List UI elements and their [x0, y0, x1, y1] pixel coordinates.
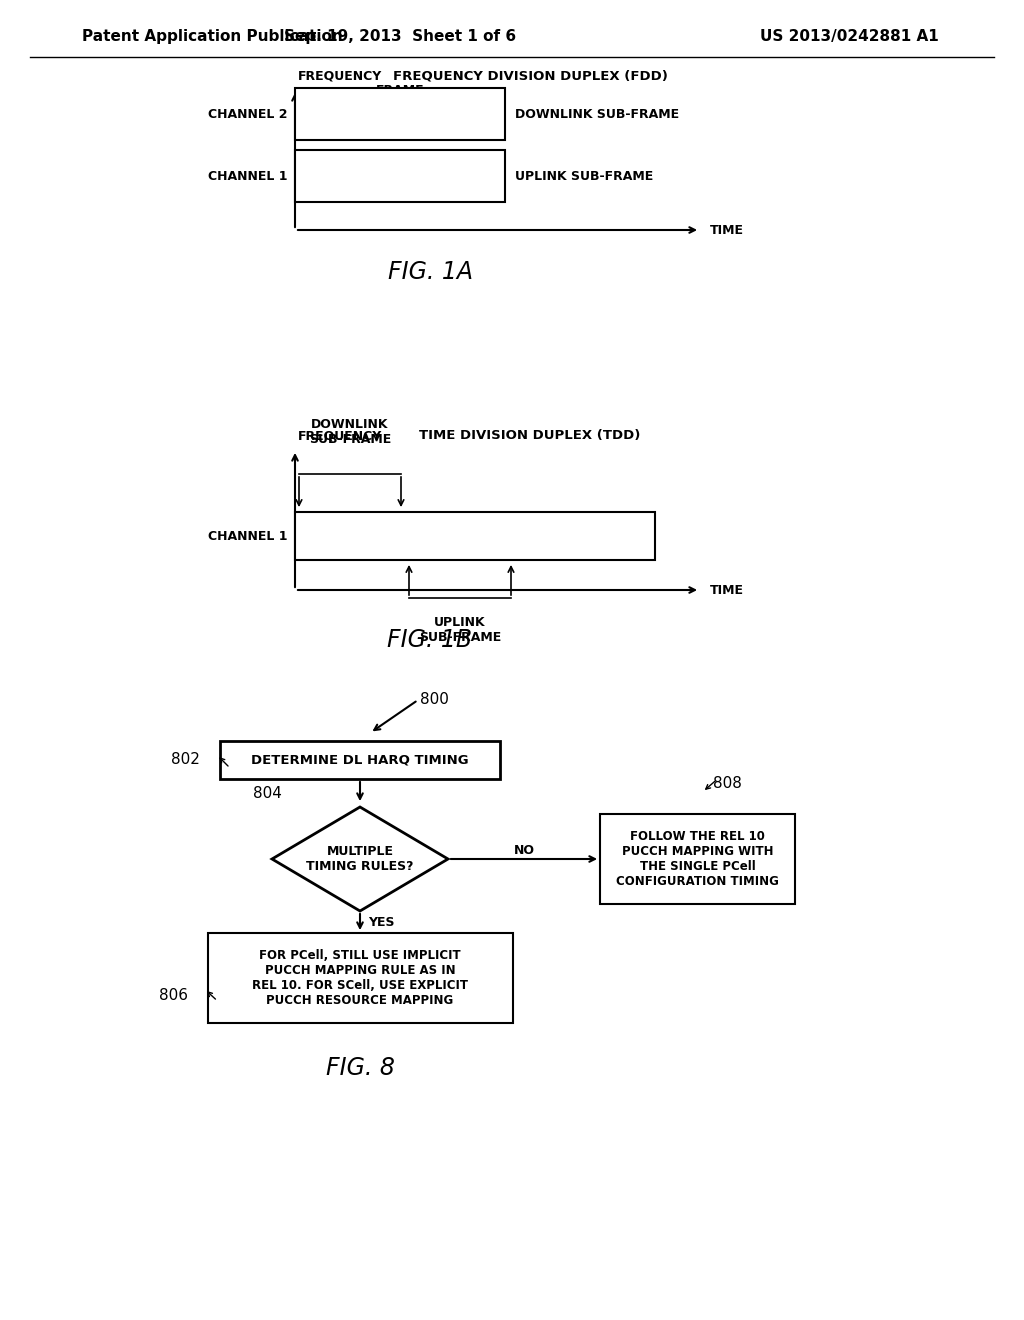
Text: TIME: TIME [710, 223, 744, 236]
Text: US 2013/0242881 A1: US 2013/0242881 A1 [760, 29, 939, 45]
Text: DOWNLINK
SUB-FRAME: DOWNLINK SUB-FRAME [309, 418, 391, 446]
Bar [220, 741, 500, 779]
Text: CHANNEL 2: CHANNEL 2 [208, 107, 287, 120]
Bar [295, 150, 505, 202]
Text: CHANNEL 1: CHANNEL 1 [208, 169, 287, 182]
Text: FIG. 1A: FIG. 1A [387, 260, 472, 284]
Text: FOR PCell, STILL USE IMPLICIT
PUCCH MAPPING RULE AS IN
REL 10. FOR SCell, USE EX: FOR PCell, STILL USE IMPLICIT PUCCH MAPP… [252, 949, 468, 1007]
Text: TIME DIVISION DUPLEX (TDD): TIME DIVISION DUPLEX (TDD) [419, 429, 641, 442]
Text: 808: 808 [713, 776, 741, 792]
Text: TIME: TIME [710, 583, 744, 597]
Text: MULTIPLE
TIMING RULES?: MULTIPLE TIMING RULES? [306, 845, 414, 873]
Text: NO: NO [513, 845, 535, 858]
Text: FIG. 1B: FIG. 1B [387, 628, 472, 652]
Text: FIG. 8: FIG. 8 [326, 1056, 394, 1080]
Text: FREQUENCY: FREQUENCY [298, 70, 382, 82]
Text: FREQUENCY: FREQUENCY [298, 429, 382, 442]
Text: FREQUENCY DIVISION DUPLEX (FDD): FREQUENCY DIVISION DUPLEX (FDD) [392, 70, 668, 82]
Text: Sep. 19, 2013  Sheet 1 of 6: Sep. 19, 2013 Sheet 1 of 6 [284, 29, 516, 45]
Polygon shape [272, 807, 449, 911]
Text: 804: 804 [253, 785, 282, 800]
Text: Patent Application Publication: Patent Application Publication [82, 29, 343, 45]
Bar [295, 88, 505, 140]
Text: 800: 800 [420, 693, 449, 708]
Text: CHANNEL 1: CHANNEL 1 [208, 529, 287, 543]
Bar [600, 814, 795, 904]
Text: DOWNLINK SUB-FRAME: DOWNLINK SUB-FRAME [515, 107, 679, 120]
Text: UPLINK SUB-FRAME: UPLINK SUB-FRAME [515, 169, 653, 182]
Bar [208, 933, 512, 1023]
Text: 802: 802 [171, 752, 200, 767]
Text: FOLLOW THE REL 10
PUCCH MAPPING WITH
THE SINGLE PCell
CONFIGURATION TIMING: FOLLOW THE REL 10 PUCCH MAPPING WITH THE… [616, 830, 779, 888]
Bar [295, 512, 655, 560]
Text: DETERMINE DL HARQ TIMING: DETERMINE DL HARQ TIMING [251, 754, 469, 767]
Text: UPLINK
SUB-FRAME: UPLINK SUB-FRAME [419, 616, 501, 644]
Text: FRAME: FRAME [376, 83, 424, 96]
Text: YES: YES [368, 916, 394, 928]
Text: 806: 806 [159, 989, 187, 1003]
